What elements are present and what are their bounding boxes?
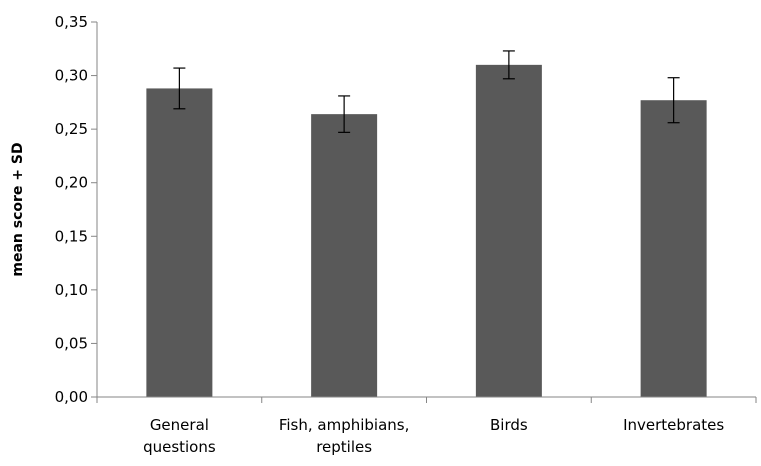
y-axis-label: mean score + SD — [10, 142, 26, 276]
x-axis: General questions Fish, amphibians, reptile… — [96, 396, 757, 456]
y-axis: 0,00 0,05 0,10 0,15 0,20 0,25 0,30 0,35 — [55, 13, 98, 406]
error-bars — [173, 50, 680, 133]
y-tick-label: 0,15 — [55, 227, 88, 245]
x-tick-label: General — [150, 416, 209, 434]
bar — [311, 114, 378, 398]
y-tick-label: 0,10 — [55, 281, 88, 299]
x-tick-label: Invertebrates — [623, 416, 724, 434]
x-tick-label: reptiles — [316, 438, 372, 456]
y-tick-label: 0,00 — [55, 388, 88, 406]
bar — [640, 100, 707, 397]
x-tick-label: Fish, amphibians, — [279, 416, 410, 434]
bar — [475, 64, 542, 397]
y-tick-label: 0,20 — [55, 174, 88, 192]
bars — [146, 64, 707, 398]
y-tick-label: 0,05 — [55, 334, 88, 352]
y-tick-label: 0,35 — [55, 13, 88, 31]
x-tick-label: questions — [143, 438, 216, 456]
y-tick-label: 0,30 — [55, 67, 88, 85]
bar — [146, 88, 213, 397]
y-tick-label: 0,25 — [55, 120, 88, 138]
x-tick-label: Birds — [490, 416, 528, 434]
